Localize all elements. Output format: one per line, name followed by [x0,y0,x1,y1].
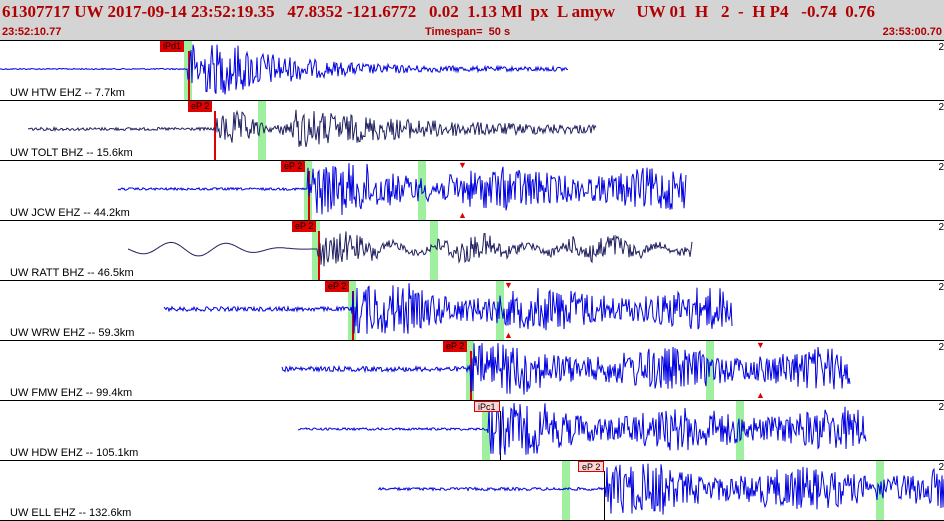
waveform [117,163,687,216]
amplitude-marker-icon: ▲ [756,390,765,400]
waveform [281,343,851,395]
phase-marker-band [430,221,438,280]
pick-label[interactable]: eP 2 [325,281,350,292]
waveform [0,44,569,95]
station-label: UW HTW EHZ -- 7.7km [10,87,125,99]
trace-panel[interactable]: iPc1 UW HDW EHZ -- 105.1km 2 [0,400,944,461]
waveform-line [28,109,597,148]
phase-marker-band [562,461,570,520]
pick-line[interactable] [500,411,501,460]
channel-index-label: 2 [938,282,944,293]
phase-marker-band [312,221,320,280]
pick-line[interactable] [604,471,605,520]
trace-panel[interactable]: eP 2 UW ELL EHZ -- 132.6km 2 [0,460,944,521]
waveform-line [163,283,733,334]
trace-panel[interactable]: eP 2 UW RATT BHZ -- 46.5km 2 [0,220,944,281]
station-label: UW HDW EHZ -- 105.1km [10,447,139,459]
phase-marker-band [496,281,504,340]
waveform-line [297,403,867,455]
channel-index-label: 2 [938,222,944,233]
waveform [163,283,733,334]
amplitude-marker-icon: ▼ [756,340,765,350]
amplitude-marker-icon: ▲ [504,330,513,340]
pick-label[interactable]: eP 2 [443,341,468,352]
waveform-line [377,463,944,515]
pick-line[interactable] [352,291,354,340]
waveform [28,109,597,148]
pick-label[interactable]: iPd1 [160,41,185,52]
time-start-label: 23:52:10.77 [2,26,62,38]
channel-index-label: 2 [938,42,944,53]
channel-index-label: 2 [938,402,944,413]
pick-label[interactable]: eP 2 [292,221,317,232]
channel-index-label: 2 [938,162,944,173]
timespan-label: Timespan= 50 s [425,26,511,38]
waveform [127,231,693,267]
trace-panel[interactable]: iPd1 UW HTW EHZ -- 7.7km 2 [0,40,944,101]
station-label: UW ELL EHZ -- 132.6km [10,507,132,519]
waveform-line [281,343,851,395]
waveform-line [127,231,693,267]
station-label: UW JCW EHZ -- 44.2km [10,207,130,219]
pick-label[interactable]: eP 2 [188,101,213,112]
channel-index-label: 2 [938,102,944,113]
pick-label[interactable]: iPc1 [474,401,500,412]
amplitude-marker-icon: ▲ [458,210,467,220]
amplitude-marker-icon: ▼ [504,280,513,290]
pick-line[interactable] [214,111,216,160]
station-label: UW WRW EHZ -- 59.3km [10,327,135,339]
trace-panel[interactable]: ▼ ▲ eP 2 UW WRW EHZ -- 59.3km 2 [0,280,944,341]
waveform [297,403,867,455]
trace-panel[interactable]: ▼ ▲ eP 2 UW FMW EHZ -- 99.4km 2 [0,340,944,401]
station-label: UW RATT BHZ -- 46.5km [10,267,134,279]
trace-panel[interactable]: ▼ ▲ eP 2 UW JCW EHZ -- 44.2km 2 [0,160,944,221]
station-label: UW TOLT BHZ -- 15.6km [10,147,133,159]
amplitude-marker-icon: ▼ [458,160,467,170]
event-summary-title: 61307717 UW 2017-09-14 23:52:19.35 47.83… [2,2,875,21]
time-end-label: 23:53:00.70 [882,26,942,38]
channel-index-label: 2 [938,342,944,353]
channel-index-label: 2 [938,462,944,473]
pick-label[interactable]: eP 2 [281,161,306,172]
waveform [377,463,944,515]
phase-marker-band [258,101,266,160]
phase-marker-band [706,341,714,400]
station-label: UW FMW EHZ -- 99.4km [10,387,133,399]
waveform-line [117,163,687,216]
waveform-line [0,44,569,95]
trace-panel[interactable]: eP 2 UW TOLT BHZ -- 15.6km 2 [0,100,944,161]
pick-label[interactable]: eP 2 [578,461,605,472]
header-bar: 61307717 UW 2017-09-14 23:52:19.35 47.83… [0,0,944,40]
